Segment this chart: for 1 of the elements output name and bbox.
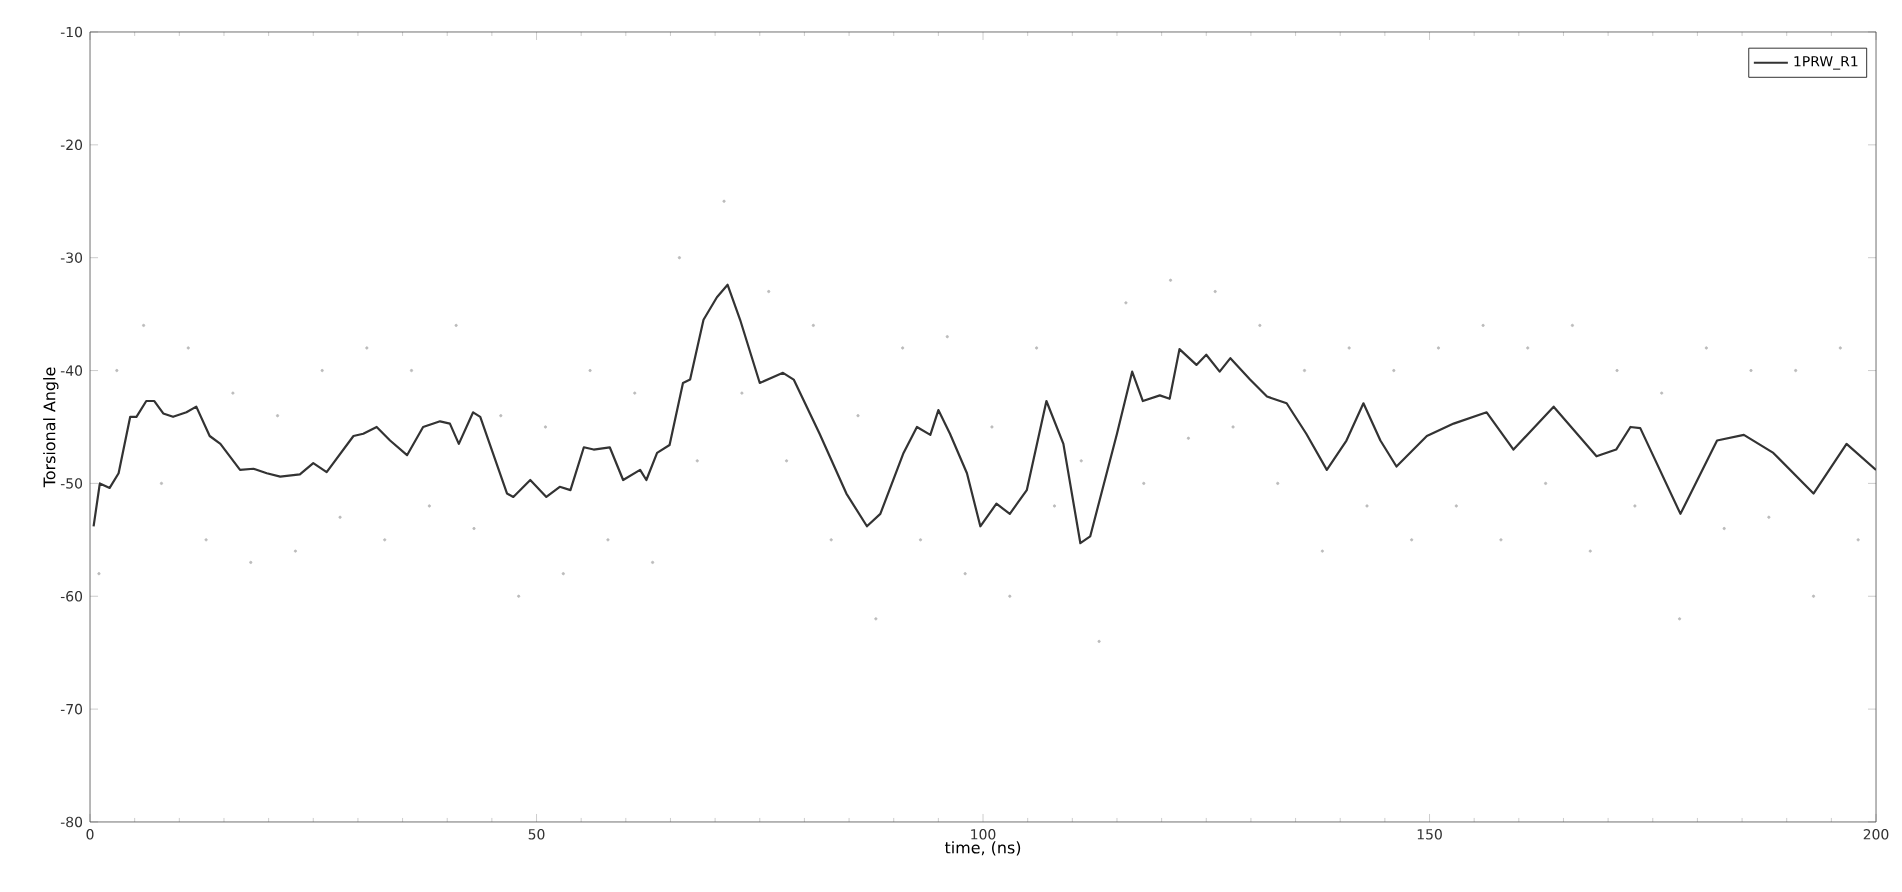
line-series xyxy=(92,283,1877,545)
